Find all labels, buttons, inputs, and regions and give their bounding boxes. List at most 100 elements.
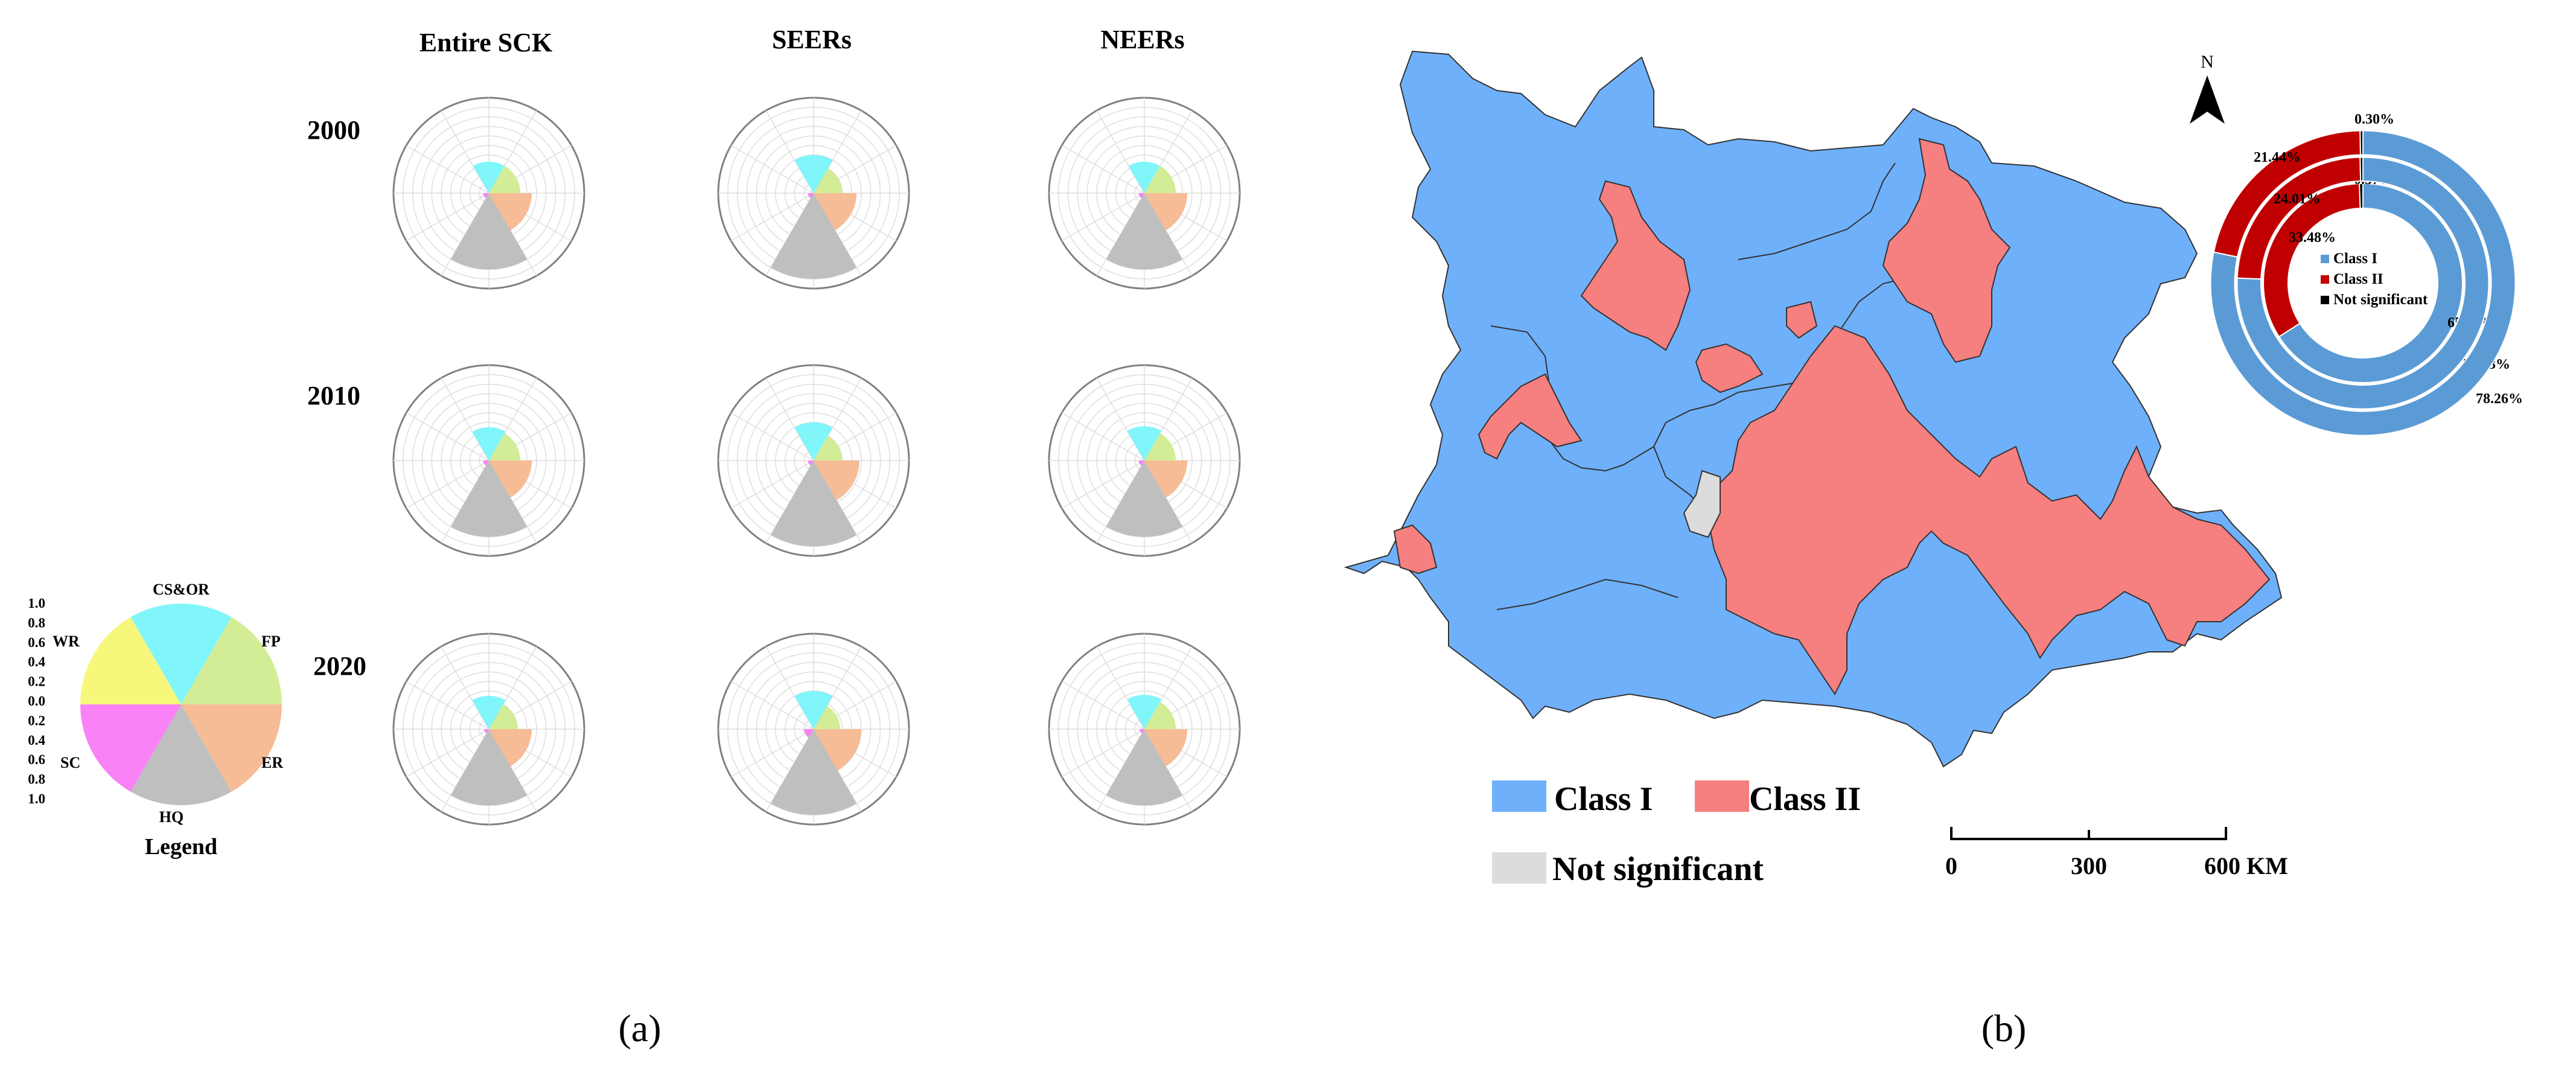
polar-chart-entire-sck-2020 [392, 633, 585, 826]
polar-sector-fp [489, 165, 521, 193]
row-label-2000: 2000 [307, 115, 360, 145]
map-legend-swatch-class-i [1492, 780, 1546, 812]
polar-chart-seers-2020 [717, 633, 910, 826]
polar-sector-er [1144, 461, 1188, 498]
polar-sector-hq [770, 193, 857, 279]
polar-sector-sc [808, 193, 814, 199]
polar-grid-spoke [406, 681, 489, 730]
caption-a: (a) [618, 1007, 661, 1050]
donut-legend-class-ii: Class II [2333, 271, 2383, 287]
map-class-ii-areas [1393, 138, 2271, 695]
polar-sector-er [489, 193, 532, 231]
polar-sector-sc [1138, 193, 1144, 199]
donut-legend-swatch-not-significant [2321, 296, 2329, 304]
legend-scale-label: 0.6 [28, 635, 45, 650]
polar-chart-seers-2010 [717, 364, 910, 557]
row-label-2010: 2010 [307, 381, 360, 410]
polar-sector-er [814, 729, 861, 771]
legend-sector-sc [80, 704, 181, 792]
polar-grid-spoke [406, 145, 489, 194]
legend-scale-label: 0.8 [28, 772, 45, 787]
donut-label: 0.30% [2354, 112, 2394, 127]
donut-legend: Class I Class II Not significant [2321, 250, 2428, 308]
polar-sector-fp [814, 168, 843, 193]
polar-grid-spoke [406, 460, 489, 509]
polar-grid-spoke [765, 377, 814, 461]
polar-grid-spoke [730, 412, 814, 461]
polar-sector-fp [489, 433, 521, 461]
legend-scale-label: 0.2 [28, 674, 45, 689]
legend-scale-label: 0.4 [28, 654, 45, 669]
map-class-ii-central [1707, 325, 2271, 695]
north-label: N [2201, 52, 2214, 72]
region-map [1344, 50, 2283, 768]
polar-sector-cs-or [794, 155, 833, 193]
polar-sector-cs-or [1127, 426, 1162, 461]
polar-grid-spoke [441, 646, 489, 730]
donut-label: 78.26% [2476, 391, 2523, 407]
legend-label-er: ER [261, 754, 283, 771]
polar-sector-er [814, 461, 859, 500]
polar-grid-spoke [730, 681, 814, 730]
polar-sector-er [1144, 193, 1188, 231]
polar-grid-spoke [1096, 646, 1145, 730]
legend-label-fp: FP [261, 633, 281, 650]
polar-sector-sc [804, 729, 814, 738]
polar-grid-spoke [1061, 460, 1145, 509]
polar-grid-spoke [1096, 377, 1145, 461]
polar-sector-cs-or [472, 695, 506, 729]
polar-grid-spoke [406, 193, 489, 241]
scale-label-300: 300 [2071, 852, 2107, 879]
scale-bar: 0 300 600 KM [1945, 827, 2288, 879]
legend-scale-label: 1.0 [28, 596, 45, 611]
polar-sector-hq [1106, 729, 1183, 806]
polar-sector-er [1144, 729, 1188, 767]
donut-chart: 65.95%33.48%0.57%75.63%24.01%0.36%78.26%… [2210, 112, 2523, 436]
legend-label-cs-or: CS&OR [153, 581, 209, 598]
map-class-ii-north [1882, 138, 2011, 363]
map-class-ii-southwest [1393, 524, 1438, 575]
column-header-entire-sck: Entire SCK [419, 28, 552, 57]
polar-sector-er [814, 193, 857, 231]
map-class-ii-small [1786, 301, 1818, 339]
polar-sector-sc [1140, 729, 1144, 733]
legend-sector-hq [130, 704, 232, 806]
legend-chart: CS&OR FP ER HQ SC WR [53, 581, 283, 826]
donut-segment-not-significant [2359, 130, 2364, 156]
scale-label-0: 0 [1945, 852, 1957, 879]
polar-grid-spoke [1096, 460, 1145, 544]
map-not-significant-area [1683, 470, 1721, 538]
polar-sector-sc [808, 461, 814, 466]
polar-sector-hq [1106, 193, 1183, 270]
polar-chart-seers-2000 [717, 97, 910, 290]
polar-grid-spoke [441, 193, 489, 276]
donut-legend-swatch-class-i [2321, 255, 2329, 263]
polar-chart-entire-sck-2000 [392, 97, 585, 290]
polar-grid-spoke [1096, 729, 1145, 812]
polar-sector-fp [1144, 701, 1176, 729]
polar-grid-spoke [441, 110, 489, 194]
scale-bar-line [1950, 827, 2227, 840]
polar-chart-neers-2020 [1048, 633, 1241, 826]
polar-grid-spoke [765, 729, 814, 812]
legend-sector-cs-or [130, 603, 232, 704]
legend-scale-label: 1.0 [28, 791, 45, 806]
polar-grid-spoke [441, 377, 489, 461]
donut-label: 33.48% [2289, 230, 2336, 246]
legend-scale-label: 0.4 [28, 733, 45, 748]
legend-sector-wr [80, 617, 181, 704]
legend-scale: 1.0 0.8 0.6 0.4 0.2 0.0 0.2 0.4 0.6 0.8 1.0 [28, 596, 45, 806]
polar-grid-spoke [1061, 193, 1145, 241]
polar-chart-neers-2010 [1048, 364, 1241, 557]
donut-segment-class-i [2210, 130, 2516, 436]
legend-label-sc: SC [60, 754, 80, 771]
polar-sector-cs-or [473, 161, 505, 193]
scale-label-600-km: 600 KM [2204, 852, 2288, 879]
polar-sector-fp [1144, 433, 1176, 461]
polar-sector-hq [770, 461, 857, 547]
donut-ring-3: 78.26% 21.44% 0.30% [2210, 112, 2523, 436]
polar-grid-spoke [1061, 412, 1145, 461]
polar-grid-spoke [441, 729, 489, 812]
polar-sector-er [489, 461, 532, 498]
polar-grid-spoke [1061, 681, 1145, 730]
